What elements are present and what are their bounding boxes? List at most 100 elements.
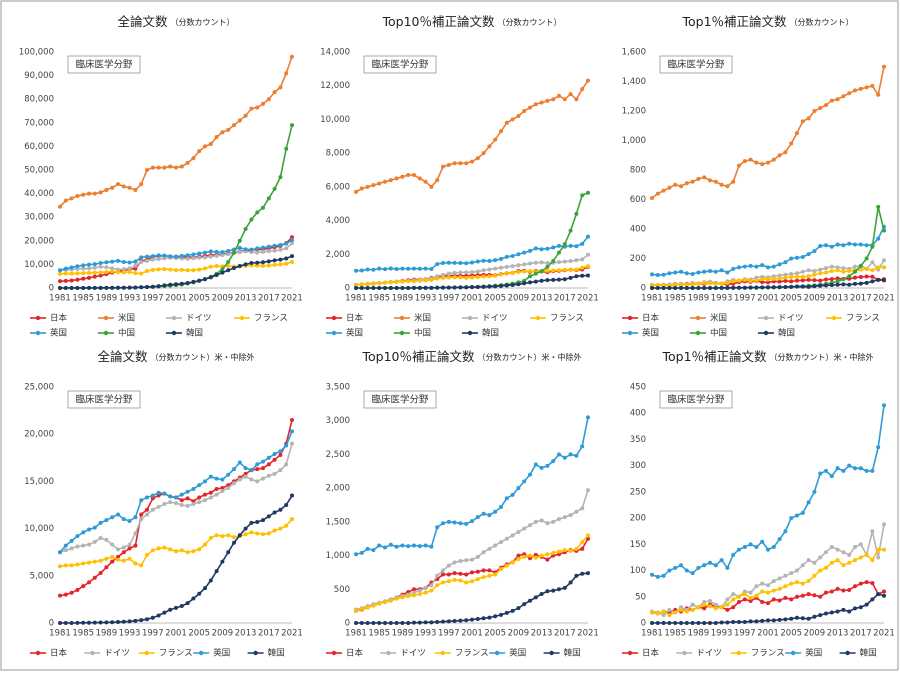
data-point — [812, 109, 817, 113]
data-point — [110, 554, 115, 559]
data-point — [354, 268, 358, 273]
data-point — [853, 275, 857, 280]
data-point — [226, 264, 231, 269]
data-point — [562, 455, 567, 460]
data-point — [185, 268, 190, 273]
data-point — [702, 280, 707, 285]
title-note: （分数カウント）米・中除外 — [151, 352, 255, 362]
data-point — [150, 284, 155, 289]
data-point — [812, 593, 817, 598]
data-point — [580, 87, 585, 92]
data-point — [580, 265, 585, 270]
data-point — [156, 284, 161, 289]
data-point — [145, 617, 149, 622]
data-point — [249, 477, 254, 482]
x-tick-label: 2005 — [484, 294, 506, 304]
data-point — [853, 264, 857, 269]
x-tick-label: 2005 — [780, 294, 802, 304]
data-point — [708, 269, 712, 274]
data-point — [487, 284, 492, 289]
data-point — [272, 186, 277, 191]
legend-marker — [549, 650, 554, 656]
data-point — [145, 269, 149, 274]
data-point — [742, 264, 747, 269]
data-point — [226, 252, 231, 257]
data-point — [441, 261, 445, 266]
data-point — [516, 269, 521, 274]
data-point — [383, 621, 387, 625]
legend-marker — [736, 650, 741, 656]
data-point — [162, 267, 167, 272]
legend-label: 日本 — [50, 313, 68, 324]
data-point — [824, 270, 828, 275]
title-note: （分数カウント）米・中除外 — [478, 352, 582, 362]
data-point — [226, 127, 231, 132]
title-text: Top10％補正論文数 — [382, 14, 495, 29]
data-point — [766, 265, 770, 270]
data-point — [435, 276, 440, 281]
y-tick-label: 70,000 — [24, 118, 54, 128]
data-point — [545, 98, 550, 103]
data-point — [481, 616, 486, 621]
data-point — [162, 253, 167, 258]
data-point — [655, 621, 660, 625]
data-point — [493, 614, 498, 619]
data-point — [806, 558, 811, 563]
x-tick-label: 1985 — [368, 294, 390, 304]
data-point — [748, 285, 753, 290]
data-point — [475, 284, 480, 289]
data-point — [818, 613, 823, 618]
data-point — [696, 176, 701, 181]
data-point — [197, 267, 202, 272]
data-point — [557, 268, 561, 273]
y-tick-label: 1,000 — [326, 551, 350, 561]
legend-label: 英国 — [50, 328, 67, 339]
legend-marker — [682, 650, 687, 656]
data-point — [795, 255, 799, 260]
y-tick-label: 400 — [630, 225, 646, 235]
data-point — [452, 577, 457, 582]
data-point — [116, 285, 120, 290]
data-point — [481, 258, 486, 263]
data-point — [127, 556, 132, 561]
data-point — [777, 598, 782, 603]
data-point — [696, 621, 701, 625]
data-point — [771, 157, 776, 162]
data-point — [278, 507, 283, 512]
data-point — [545, 521, 550, 526]
data-point — [110, 542, 115, 547]
data-point — [667, 286, 672, 290]
data-point — [876, 204, 881, 209]
data-point — [214, 486, 219, 491]
data-point — [545, 589, 550, 594]
data-point — [98, 620, 103, 625]
data-point — [185, 489, 190, 494]
data-point — [220, 486, 225, 491]
data-point — [191, 596, 196, 601]
data-point — [708, 281, 712, 286]
data-point — [127, 619, 132, 624]
data-point — [232, 467, 236, 472]
data-point — [679, 286, 683, 290]
data-point — [261, 205, 265, 210]
data-point — [504, 610, 509, 615]
data-point — [383, 179, 387, 184]
data-point — [208, 490, 213, 495]
x-tick-label: 2001 — [757, 294, 779, 304]
y-tick-label: 14,000 — [320, 48, 350, 58]
data-point — [371, 286, 376, 290]
data-point — [876, 265, 881, 270]
data-point — [777, 279, 782, 284]
legend-marker — [763, 315, 769, 321]
y-tick-label: 0 — [345, 284, 350, 294]
data-point — [742, 277, 747, 282]
data-point — [760, 618, 765, 623]
legend-label: ドイツ — [104, 649, 130, 659]
data-point — [499, 265, 503, 270]
data-point — [824, 277, 828, 282]
y-tick-label: 25,000 — [24, 383, 54, 393]
data-point — [522, 281, 527, 286]
data-point — [684, 568, 689, 573]
data-point — [835, 558, 840, 563]
data-point — [423, 278, 428, 283]
